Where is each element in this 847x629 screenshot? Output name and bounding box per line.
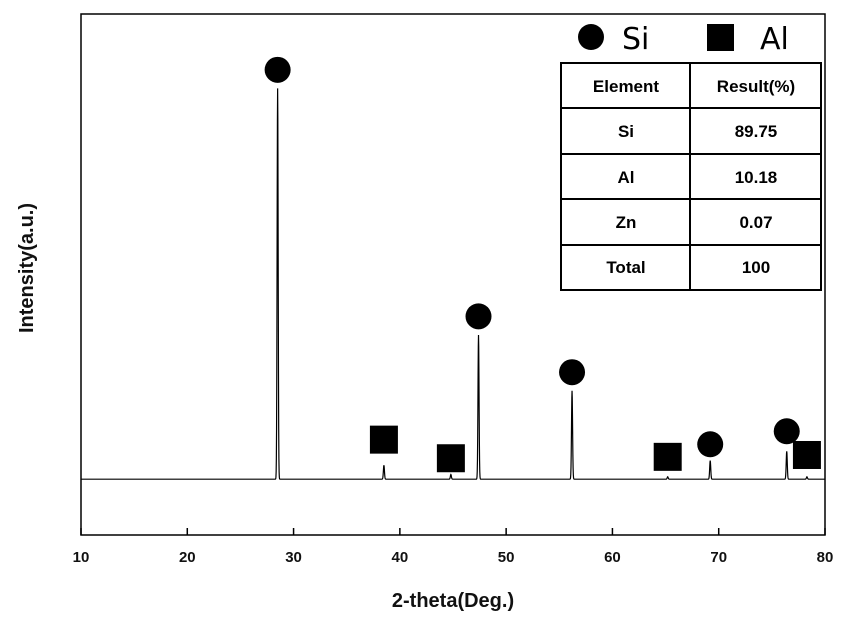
al-peak-marker: [653, 442, 682, 471]
table-cell-result: 100: [742, 258, 770, 277]
al-peak-marker: [436, 444, 465, 473]
x-tick-label: 60: [604, 549, 621, 566]
x-axis-tick-labels: 10 20 30 40 50 60 70 80: [73, 549, 834, 566]
legend-al-marker: [707, 24, 734, 51]
x-tick-label: 70: [710, 549, 727, 566]
composition-table: Element Result(%) Si 89.75 Al 10.18 Zn 0…: [560, 62, 822, 291]
legend-si-marker: [578, 24, 604, 50]
si-peak-marker: [264, 56, 291, 83]
table-header-element: Element: [593, 77, 659, 96]
table-cell-element: Zn: [616, 213, 637, 232]
phase-markers: [264, 56, 821, 473]
plot-frame: [80, 13, 826, 536]
table-cell-element: Total: [606, 258, 645, 277]
si-peak-marker: [773, 418, 800, 445]
x-tick-label: 80: [817, 549, 834, 566]
table-header-result: Result(%): [717, 77, 795, 96]
x-axis-title: 2-theta(Deg.): [392, 590, 514, 612]
legend-al-label: Al: [760, 22, 789, 57]
xrd-pattern-line: [81, 88, 825, 480]
si-peak-marker: [697, 431, 724, 458]
x-axis-ticks: [80, 528, 826, 535]
al-peak-marker: [369, 425, 398, 454]
x-tick-label: 30: [285, 549, 302, 566]
si-peak-marker: [465, 303, 492, 330]
table-cell-element: Si: [618, 122, 634, 141]
table-cell-result: 10.18: [735, 168, 778, 187]
y-axis-title: Intensity(a.u.): [16, 203, 38, 333]
table-cell-result: 89.75: [735, 122, 778, 141]
al-peak-marker: [792, 440, 821, 469]
table-cell-element: Al: [618, 168, 635, 187]
legend: Si Al: [578, 22, 789, 57]
x-tick-label: 40: [392, 549, 409, 566]
si-peak-marker: [559, 359, 586, 386]
x-tick-label: 20: [179, 549, 196, 566]
table-cell-result: 0.07: [739, 213, 772, 232]
legend-si-label: Si: [622, 22, 649, 57]
x-tick-label: 50: [498, 549, 515, 566]
x-tick-label: 10: [73, 549, 90, 566]
